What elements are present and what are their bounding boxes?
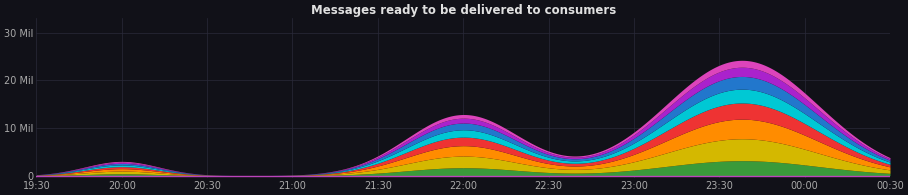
Title: Messages ready to be delivered to consumers: Messages ready to be delivered to consum… (311, 4, 616, 17)
